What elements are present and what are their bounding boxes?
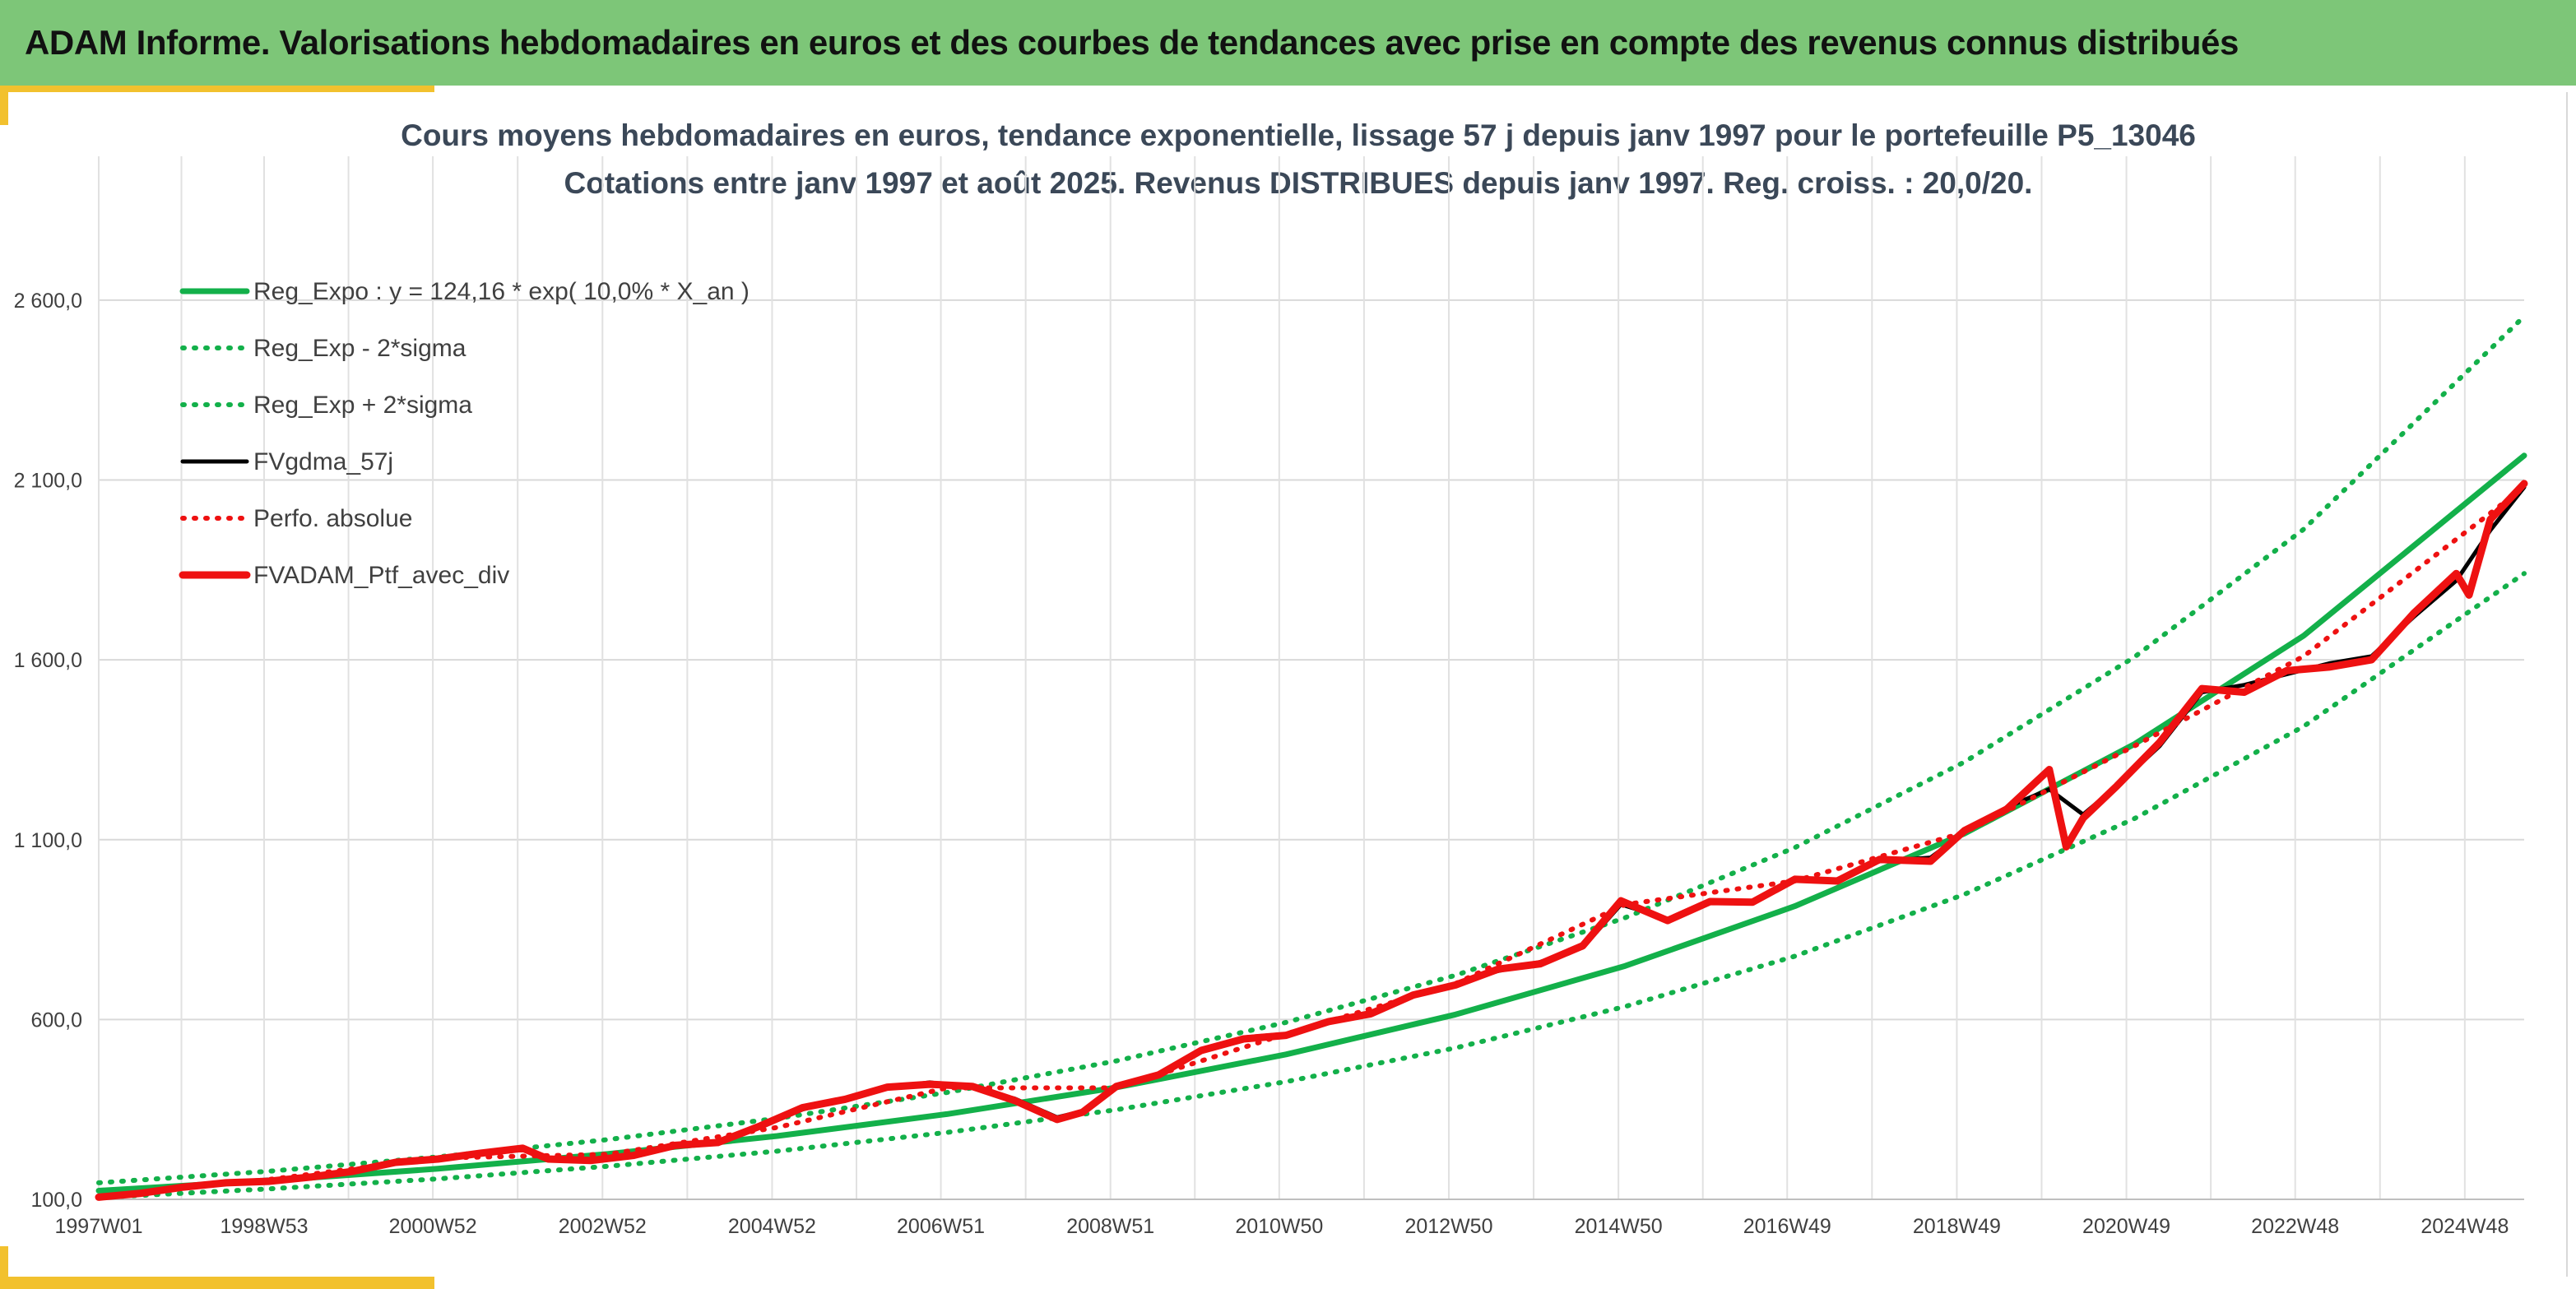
series-line-3 [96, 485, 2527, 1199]
x-tick-label: 2010W50 [1235, 1215, 1323, 1238]
y-tick-label: 1 600,0 [14, 649, 82, 672]
header-bar: ADAM Informe. Valorisations hebdomadaire… [0, 0, 2576, 86]
x-tick-label: 2016W49 [1743, 1215, 1831, 1238]
x-tick-label: 2022W48 [2251, 1215, 2339, 1238]
gold-accent-top [0, 86, 434, 92]
x-tick-label: 2006W51 [897, 1215, 985, 1238]
legend-label: Perfo. absolue [253, 505, 412, 532]
y-tick-label: 2 600,0 [14, 290, 82, 313]
x-tick-label: 2008W51 [1066, 1215, 1154, 1238]
x-tick-label: 2024W48 [2421, 1215, 2509, 1238]
gold-accent-left-bottom [0, 1246, 8, 1289]
y-tick-label: 100,0 [30, 1189, 82, 1212]
x-tick-label: 2018W49 [1913, 1215, 2001, 1238]
x-tick-label: 1998W53 [220, 1215, 308, 1238]
x-tick-label: 1997W01 [54, 1215, 142, 1238]
y-tick-label: 2 100,0 [14, 470, 82, 493]
header-title: ADAM Informe. Valorisations hebdomadaire… [25, 23, 2239, 62]
series-line-2 [96, 313, 2527, 1185]
series-line-0 [95, 452, 2527, 1194]
series-line-5 [95, 480, 2528, 1201]
chart-frame [8, 92, 2568, 1277]
legend-label: Reg_Exp - 2*sigma [253, 335, 466, 362]
grid [98, 156, 2524, 1200]
series-line-4 [96, 485, 2527, 1199]
x-tick-label: 2012W50 [1404, 1215, 1492, 1238]
y-tick-label: 1 100,0 [14, 829, 82, 852]
legend: Reg_Expo : y = 124,16 * exp( 10,0% * X_a… [179, 278, 750, 589]
y-axis: 100,0 600,0 1 100,0 1 600,0 2 100,0 2 600,0 [14, 290, 82, 1212]
x-axis: 1997W01 1998W53 2000W52 2002W52 2004W52 2006W… [54, 1199, 2524, 1238]
x-tick-label: 2000W52 [389, 1215, 477, 1238]
gold-accent-left [0, 86, 8, 125]
legend-label: FVADAM_Ptf_avec_div [253, 562, 509, 589]
x-tick-label: 2020W49 [2082, 1215, 2170, 1238]
chart-subtitle: Cotations entre janv 1997 et août 2025. … [564, 166, 2033, 200]
legend-label: FVgdma_57j [253, 448, 393, 475]
x-tick-label: 2004W52 [728, 1215, 816, 1238]
gold-accent-bottom [0, 1277, 434, 1289]
series-line-1 [96, 571, 2527, 1200]
x-tick-label: 2002W52 [559, 1215, 647, 1238]
legend-label: Reg_Exp + 2*sigma [253, 392, 472, 419]
chart-title: Cours moyens hebdomadaires en euros, ten… [401, 118, 2196, 152]
y-tick-label: 600,0 [30, 1008, 82, 1032]
x-tick-label: 2014W50 [1575, 1215, 1663, 1238]
legend-label: Reg_Expo : y = 124,16 * exp( 10,0% * X_a… [253, 278, 750, 305]
series-layer [95, 313, 2528, 1201]
